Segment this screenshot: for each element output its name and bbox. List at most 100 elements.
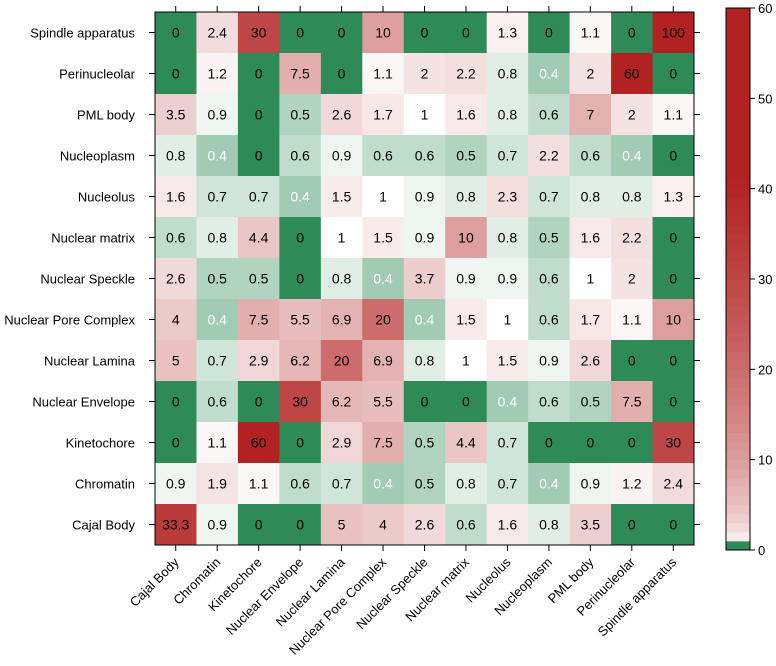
- heatmap-cell: [237, 176, 280, 218]
- cell-value-label: 0: [462, 25, 470, 41]
- colorbar-segment: [726, 71, 750, 81]
- cell-value-label: 0: [669, 148, 677, 164]
- colorbar-segment: [726, 279, 750, 289]
- colorbar-segment: [726, 35, 750, 45]
- row-label: Nuclear Envelope: [32, 395, 135, 410]
- heatmap-cell: [486, 504, 529, 546]
- heatmap-cell: [362, 463, 405, 505]
- colorbar-segment: [726, 297, 750, 307]
- cell-value-label: 2.9: [332, 435, 352, 451]
- cell-value-label: 6.9: [332, 312, 352, 328]
- cell-value-label: 0: [255, 148, 263, 164]
- colorbar-segment: [726, 468, 750, 479]
- cell-value-label: 0.8: [622, 189, 642, 205]
- heatmap-cell: [155, 381, 197, 423]
- heatmap-cell: [652, 258, 695, 300]
- heatmap-cell: [155, 258, 197, 300]
- cell-value-label: 0.6: [207, 394, 227, 410]
- cell-value-label: 2.4: [664, 476, 684, 492]
- cell-value-label: 4: [172, 312, 180, 328]
- cell-value-label: 0: [255, 107, 263, 123]
- colorbar-segment: [726, 8, 750, 18]
- heatmap-cell: [569, 504, 612, 546]
- cell-value-label: 0: [669, 517, 677, 533]
- cell-value-label: 0.6: [290, 476, 310, 492]
- colorbar-segment: [726, 98, 750, 108]
- heatmap-cell: [486, 53, 529, 95]
- heatmap-cell: [320, 299, 363, 341]
- heatmap-cell: [196, 381, 239, 423]
- heatmap-cell: [486, 463, 529, 505]
- heatmap-cell: [196, 217, 239, 259]
- cell-value-label: 0.8: [456, 476, 476, 492]
- cell-value-label: 1.3: [498, 25, 518, 41]
- heatmap-cell: [155, 135, 197, 177]
- heatmap-cell: [445, 340, 488, 382]
- row-label: Kinetochore: [66, 436, 135, 451]
- heatmap-cell: [445, 135, 488, 177]
- heatmap-cell: [155, 340, 197, 382]
- colorbar-segment: [726, 260, 750, 271]
- heatmap-cell: [652, 12, 695, 54]
- heatmap-cell: [652, 53, 695, 95]
- cell-value-label: 0: [172, 25, 180, 41]
- cell-value-label: 0: [628, 517, 636, 533]
- cell-value-label: 2.6: [415, 517, 435, 533]
- heatmap-cell: [155, 422, 197, 464]
- heatmap-cell: [528, 135, 571, 177]
- cell-value-label: 0: [296, 435, 304, 451]
- heatmap-cell: [196, 135, 239, 177]
- cell-value-label: 0.4: [415, 312, 435, 328]
- cell-value-label: 0.4: [539, 66, 559, 82]
- cell-value-label: 0: [338, 66, 346, 82]
- colorbar-tick-label: 30: [758, 272, 772, 287]
- column-label: Nuclear Envelope: [223, 555, 306, 638]
- row-label: Cajal Body: [72, 518, 135, 533]
- cell-value-label: 0: [255, 517, 263, 533]
- cell-value-label: 0: [421, 394, 429, 410]
- heatmap-cell: [445, 463, 488, 505]
- cell-value-label: 2: [628, 271, 636, 287]
- colorbar-segment: [726, 188, 750, 199]
- heatmap-cell: [196, 422, 239, 464]
- heatmap-cell: [611, 340, 654, 382]
- colorbar-segment: [726, 206, 750, 217]
- colorbar-tick-label: 40: [758, 182, 772, 197]
- cell-value-label: 0: [545, 25, 553, 41]
- heatmap-cell: [528, 381, 571, 423]
- heatmap-cell: [237, 463, 280, 505]
- heatmap-cell: [569, 53, 612, 95]
- cell-value-label: 0.8: [581, 189, 601, 205]
- colorbar-segment: [726, 224, 750, 235]
- heatmap-cell: [652, 422, 695, 464]
- cell-value-label: 1.5: [456, 312, 476, 328]
- cell-value-label: 0.6: [539, 271, 559, 287]
- cell-value-label: 0: [255, 394, 263, 410]
- cell-value-label: 0.9: [539, 353, 559, 369]
- heatmap-cell: [569, 299, 612, 341]
- cell-value-label: 0.6: [373, 148, 393, 164]
- cell-value-label: 1.7: [581, 312, 601, 328]
- colorbar-segment: [726, 324, 750, 334]
- heatmap-cell: [237, 422, 280, 464]
- colorbar-segment: [726, 242, 750, 253]
- heatmap-cell: [445, 53, 488, 95]
- heatmap-cell: [445, 422, 488, 464]
- heatmap-cell: [445, 94, 488, 136]
- colorbar-segment: [726, 17, 750, 27]
- colorbar-segment: [726, 459, 750, 470]
- cell-value-label: 0.6: [581, 148, 601, 164]
- heatmap-cell: [155, 299, 197, 341]
- cell-value-label: 0: [172, 394, 180, 410]
- cell-value-label: 0.5: [581, 394, 601, 410]
- heatmap-cell: [486, 299, 529, 341]
- heatmap-cell: [196, 94, 239, 136]
- cell-value-label: 2.2: [456, 66, 476, 82]
- heatmap-cell: [486, 12, 529, 54]
- cell-value-label: 0: [669, 353, 677, 369]
- colorbar-segment: [726, 450, 750, 461]
- heatmap-cell: [403, 422, 446, 464]
- colorbar-segment: [726, 342, 750, 352]
- heatmap-cell: [528, 94, 571, 136]
